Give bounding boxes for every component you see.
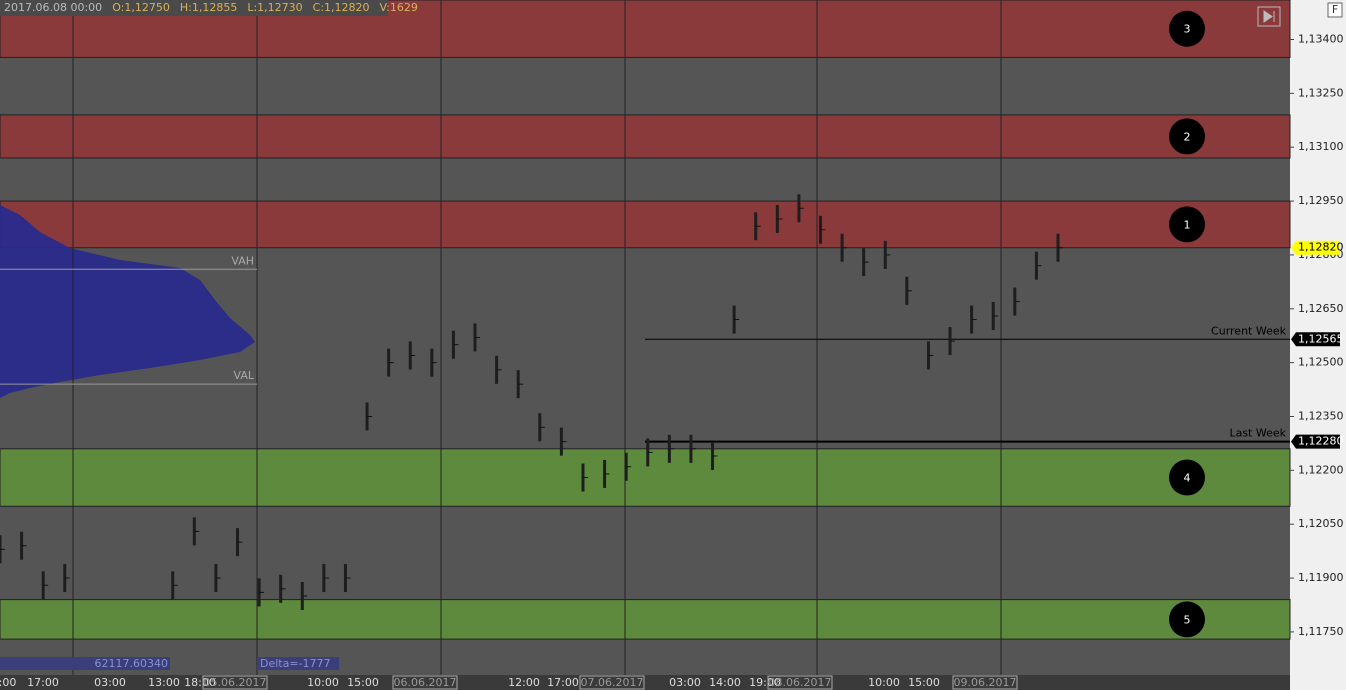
zone-badge — [1169, 601, 1205, 638]
scroll-button[interactable] — [1257, 6, 1281, 27]
y-tick-label: 1,12500 — [1298, 356, 1344, 369]
y-tick-label: 1,11900 — [1298, 571, 1344, 584]
date-box — [767, 675, 833, 690]
volume-profile — [0, 205, 255, 398]
price-tag — [1291, 332, 1340, 347]
date-label: 09.06.2017 — [954, 676, 1017, 689]
price-tag-label: 1,12280 — [1298, 435, 1344, 448]
zone-label: 1 — [1184, 218, 1191, 231]
info-text: 2017.06.08 00:00 — [4, 1, 102, 14]
x-tick-label: 15:00 — [908, 676, 940, 689]
footer-text: 62117.60340 — [95, 657, 168, 670]
time-axis — [0, 675, 1290, 690]
level-label: Current Week — [1211, 324, 1287, 337]
info-text: V:1629 — [380, 1, 418, 14]
date-box — [579, 675, 645, 690]
x-tick-label: 03:00 — [669, 676, 701, 689]
x-tick-label: 17:00 — [27, 676, 59, 689]
zone-label: 3 — [1184, 23, 1191, 36]
zone-badge — [1169, 206, 1205, 243]
footer-text: Delta=-1777 — [260, 657, 331, 670]
zone-label: 4 — [1184, 472, 1191, 485]
zone-badge — [1169, 118, 1205, 155]
footer-box — [0, 657, 170, 670]
zone-label: 5 — [1184, 613, 1191, 626]
y-tick-label: 1,11750 — [1298, 625, 1344, 638]
zones — [0, 0, 1291, 640]
zone — [0, 599, 1291, 640]
x-tick-label: 13:00 — [148, 676, 180, 689]
zone — [0, 448, 1291, 507]
x-tick-label: 2:00 — [0, 676, 16, 689]
info-text: L:1,12730 — [247, 1, 302, 14]
info-text: C:1,12820 — [313, 1, 370, 14]
y-tick-label: 1,12650 — [1298, 302, 1344, 315]
info-text: O:1,12750 — [112, 1, 170, 14]
zone-badge — [1169, 459, 1205, 496]
date-label: 08.06.2017 — [769, 676, 832, 689]
y-tick-label: 1,12950 — [1298, 194, 1344, 207]
price-tag-label: 1,12565 — [1298, 332, 1344, 345]
date-label: 07.06.2017 — [581, 676, 644, 689]
level-label: VAL — [234, 369, 255, 382]
x-tick-label: 03:00 — [94, 676, 126, 689]
info-text: H:1,12855 — [180, 1, 237, 14]
footer-box — [257, 657, 339, 670]
x-tick-label: 14:00 — [709, 676, 741, 689]
level-label: VAH — [231, 254, 254, 267]
settings-button[interactable] — [1327, 2, 1343, 18]
zone-label: 2 — [1184, 130, 1191, 143]
date-box — [202, 675, 268, 690]
y-tick-label: 1,12200 — [1298, 463, 1344, 476]
date-box — [392, 675, 458, 690]
date-label: 06.06.2017 — [394, 676, 457, 689]
zone — [0, 200, 1291, 249]
x-tick-label: 17:00 — [547, 676, 579, 689]
x-tick-label: 10:00 — [307, 676, 339, 689]
y-tick-label: 1,12050 — [1298, 517, 1344, 530]
x-tick-label: 10:00 — [868, 676, 900, 689]
info-background — [0, 0, 388, 16]
zone — [0, 114, 1291, 159]
y-tick-label: 1,13250 — [1298, 86, 1344, 99]
price-tag — [1291, 434, 1340, 449]
y-tick-label: 1,12350 — [1298, 409, 1344, 422]
settings-icon: F — [1332, 3, 1338, 16]
level-label: Last Week — [1229, 427, 1286, 440]
price-tag — [1291, 240, 1340, 255]
price-tag-label: 1,12820 — [1298, 241, 1344, 254]
date-box — [952, 675, 1018, 690]
zone-badge — [1169, 10, 1205, 47]
y-tick-label: 1,13400 — [1298, 32, 1344, 45]
x-tick-label: 15:00 — [347, 676, 379, 689]
x-tick-label: 19:00 — [749, 676, 781, 689]
vertical-grid — [72, 0, 1002, 675]
y-tick-label: 1,13100 — [1298, 140, 1344, 153]
x-tick-label: 12:00 — [508, 676, 540, 689]
date-label: 05.06.2017 — [204, 676, 267, 689]
scroll-icon — [1263, 10, 1275, 23]
x-tick-label: 18:00 — [184, 676, 216, 689]
